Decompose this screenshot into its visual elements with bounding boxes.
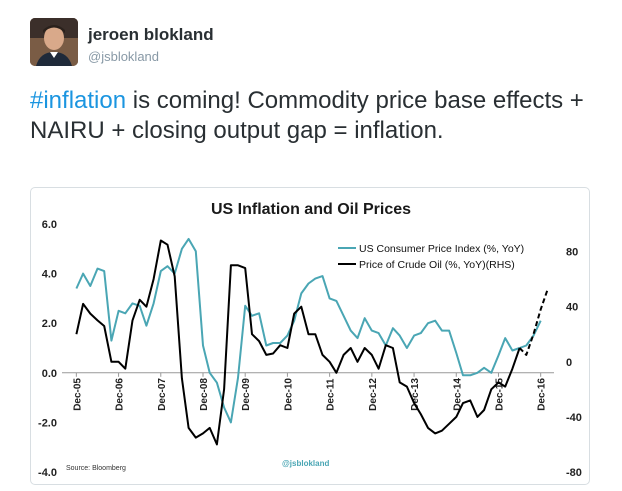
left-tick-label: 4.0 bbox=[42, 269, 57, 281]
left-tick-label: 2.0 bbox=[42, 318, 57, 330]
x-tick-label: Dec-11 bbox=[326, 378, 337, 411]
user-handle[interactable]: @jsblokland bbox=[88, 49, 160, 64]
left-axis-ticks: 6.0 4.0 2.0 0.0 -2.0 -4.0 bbox=[38, 219, 57, 479]
legend-label-oil: Price of Crude Oil (%, YoY)(RHS) bbox=[359, 259, 515, 271]
user-avatar[interactable] bbox=[30, 18, 78, 66]
right-tick-label: 0 bbox=[566, 357, 572, 369]
chart-legend: US Consumer Price Index (%, YoY) Price o… bbox=[338, 243, 524, 271]
tweet-text: #inflation is coming! Commodity price ba… bbox=[30, 86, 590, 146]
cpi-series-line bbox=[75, 237, 542, 424]
hashtag-link[interactable]: #inflation bbox=[30, 87, 127, 114]
chart-series bbox=[75, 237, 549, 446]
left-tick-label: -2.0 bbox=[38, 417, 57, 429]
right-tick-label: -80 bbox=[566, 467, 582, 479]
x-tick-label: Dec-13 bbox=[410, 378, 421, 411]
oil-projection-line bbox=[518, 289, 549, 356]
oil-series-line bbox=[75, 239, 521, 446]
chart-image-card[interactable] bbox=[30, 187, 590, 485]
user-avatar-photo-icon bbox=[30, 18, 78, 66]
left-tick-label: 6.0 bbox=[42, 219, 57, 231]
right-axis-ticks: 80 40 0 -40 -80 bbox=[566, 247, 582, 479]
x-tick-label: Dec-12 bbox=[368, 378, 379, 411]
x-tick-label: Dec-06 bbox=[115, 378, 126, 411]
chart-watermark: @jsblokland bbox=[282, 459, 329, 468]
x-tick-label: Dec-10 bbox=[283, 378, 294, 411]
left-tick-label: 0.0 bbox=[42, 368, 57, 380]
right-tick-label: -40 bbox=[566, 412, 582, 424]
right-tick-label: 40 bbox=[566, 302, 578, 314]
x-tick-label: Dec-07 bbox=[157, 378, 168, 411]
x-tick-label: Dec-05 bbox=[72, 378, 83, 411]
x-tick-label: Dec-14 bbox=[452, 378, 463, 411]
x-tick-label: Dec-15 bbox=[494, 378, 505, 411]
right-tick-label: 80 bbox=[566, 247, 578, 259]
chart-source: Source: Bloomberg bbox=[66, 465, 126, 472]
left-tick-label: -4.0 bbox=[38, 467, 57, 479]
legend-label-cpi: US Consumer Price Index (%, YoY) bbox=[359, 243, 524, 255]
x-tick-label: Dec-09 bbox=[241, 378, 252, 411]
tweet-body: is coming! Commodity price base effects … bbox=[30, 87, 584, 144]
x-axis-ticks: Dec-05 Dec-06 Dec-07 Dec-08 Dec-09 Dec-10 Dec-… bbox=[72, 372, 548, 411]
chart-title: US Inflation and Oil Prices bbox=[210, 201, 412, 218]
display-name[interactable]: jeroen blokland bbox=[88, 25, 214, 44]
x-tick-label: Dec-08 bbox=[199, 378, 210, 411]
x-tick-label: Dec-16 bbox=[537, 378, 548, 411]
